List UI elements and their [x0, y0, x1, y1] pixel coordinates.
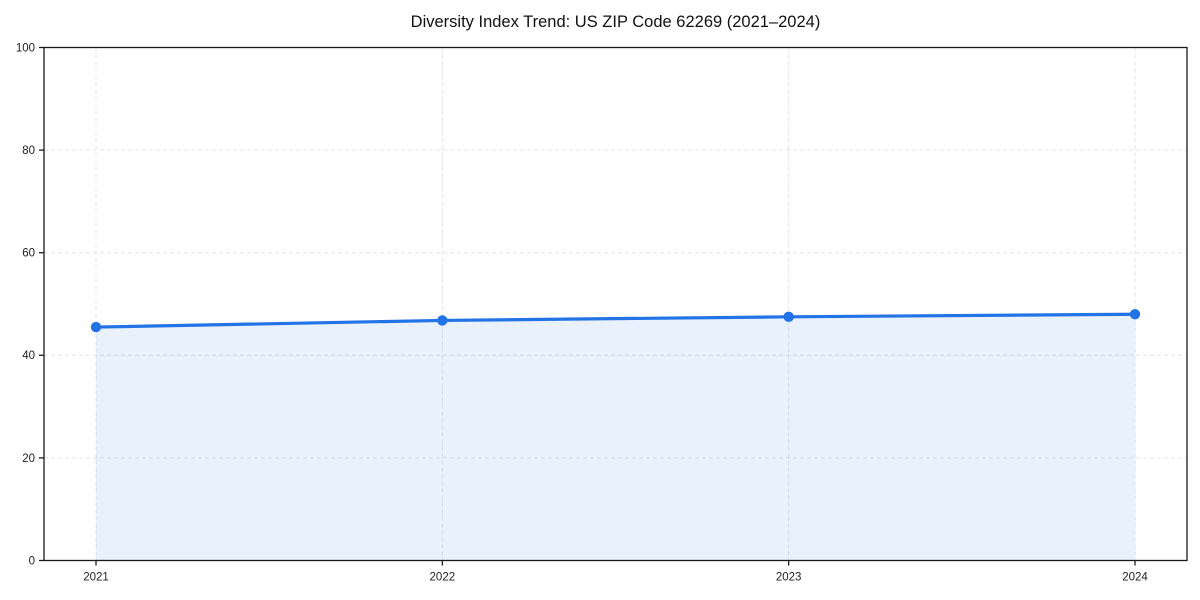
- x-tick-label: 2022: [430, 572, 456, 584]
- y-tick-label: 100: [16, 42, 35, 54]
- data-point-layer: [90, 309, 1141, 333]
- plot-border: [43, 46, 1188, 562]
- grid-layer: [44, 47, 1187, 561]
- area-layer: [96, 314, 1135, 561]
- y-tick-label: 20: [22, 453, 35, 465]
- y-tick-label: 0: [29, 555, 35, 567]
- y-tick-label: 80: [22, 145, 35, 157]
- y-tick-label: 40: [22, 350, 35, 362]
- data-point: [783, 311, 794, 323]
- area-fill: [96, 314, 1135, 561]
- x-tick-label: 2021: [83, 572, 109, 584]
- data-point: [90, 321, 102, 333]
- data-point: [1129, 309, 1141, 320]
- trend-line: [94, 312, 1137, 329]
- x-tick-label: 2024: [1122, 572, 1148, 584]
- y-tick-label: 60: [22, 248, 35, 260]
- chart-title: Diversity Index Trend: US ZIP Code 62269…: [411, 13, 821, 31]
- axis-layer: [39, 46, 1188, 566]
- x-tick-label: 2023: [776, 572, 802, 584]
- tick-label-layer: 0 20 40 60 80 100 2021 2022 2023 2024: [16, 42, 1149, 583]
- data-point: [437, 315, 448, 326]
- trend-line-layer: [94, 312, 1137, 329]
